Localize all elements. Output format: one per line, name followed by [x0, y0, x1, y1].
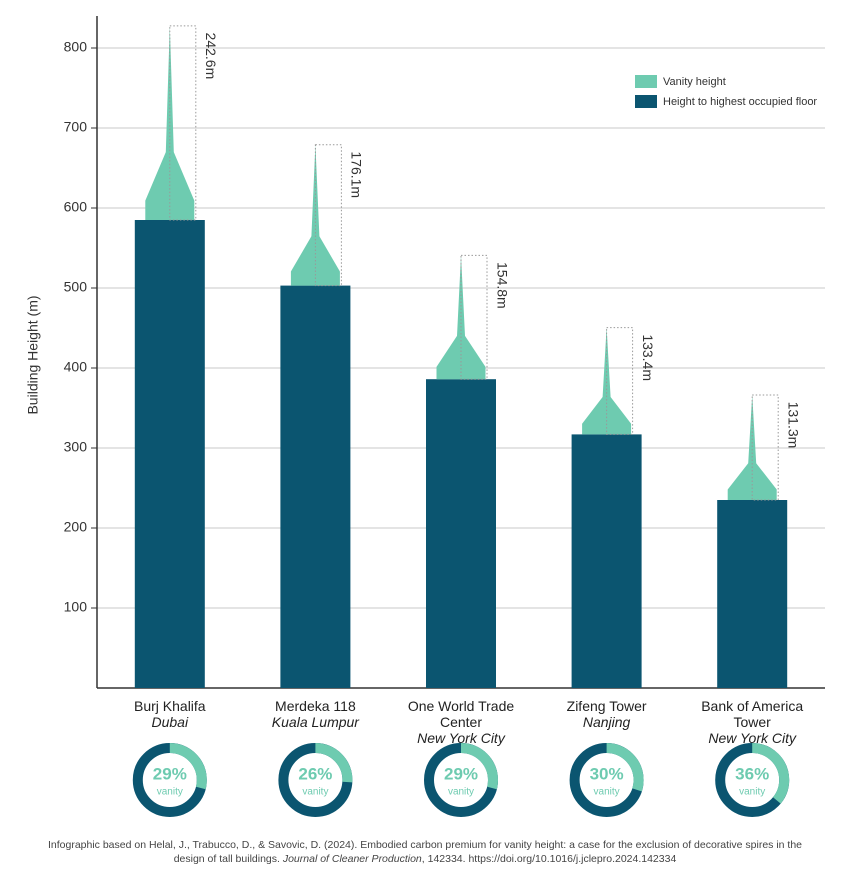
building-location: Dubai: [151, 714, 189, 730]
building-name: One World Trade Center: [407, 698, 515, 730]
legend-swatch: [635, 95, 657, 108]
vanity-spire: [436, 255, 486, 380]
building-name: Burj Khalifa: [134, 698, 206, 714]
footnote-text: Infographic based on Helal, J., Trabucco…: [47, 839, 803, 865]
building-name: Merdeka 118: [275, 698, 356, 714]
donut-share: [315, 743, 353, 783]
building-name: Zifeng Tower: [566, 698, 647, 714]
y-tick-label: 300: [64, 439, 88, 455]
donut-share: [460, 743, 498, 790]
y-tick-label: 400: [64, 359, 88, 375]
y-tick-label: 500: [64, 279, 88, 295]
legend-label: Height to highest occupied floor: [663, 96, 817, 108]
category-label: Merdeka 118 Kuala Lumpur: [250, 698, 380, 730]
legend-swatch: [635, 75, 657, 88]
vanity-spire: [727, 394, 777, 500]
y-tick-label: 600: [64, 199, 88, 215]
occupied-bar: [717, 500, 788, 688]
donut-share: [606, 743, 644, 792]
y-tick-label: 100: [64, 599, 88, 615]
donut-percent: 36%: [735, 764, 769, 783]
y-tick-label: 700: [64, 119, 88, 135]
vanity-bracket: [169, 25, 197, 221]
vanity-label: 131.3m: [785, 402, 801, 449]
vanity-bracket: [314, 144, 342, 287]
donut-percent: 29%: [444, 764, 478, 783]
donut-percent: 29%: [153, 764, 187, 783]
donut-caption: vanity: [302, 787, 328, 798]
building-name: Bank of America Tower: [701, 698, 804, 730]
donut-caption: vanity: [157, 787, 183, 798]
category-label: Burj Khalifa Dubai: [105, 698, 235, 730]
occupied-bar: [571, 434, 642, 688]
occupied-bar: [426, 379, 496, 688]
category-label: Bank of America Tower New York City: [687, 698, 817, 746]
footnote: Infographic based on Helal, J., Trabucco…: [40, 838, 810, 866]
footnote-journal: Journal of Cleaner Production: [282, 853, 422, 865]
vanity-label: 176.1m: [349, 151, 365, 198]
donut-caption: vanity: [739, 787, 765, 798]
donut-percent: 26%: [298, 764, 332, 783]
donut-share: [169, 743, 207, 790]
vanity-spire: [582, 327, 632, 435]
donut-caption: vanity: [448, 787, 474, 798]
vanity-label: 242.6m: [203, 33, 219, 80]
vanity-label: 154.8m: [494, 262, 510, 309]
category-label: Zifeng Tower Nanjing: [542, 698, 672, 730]
y-tick-label: 200: [64, 519, 88, 535]
vanity-bracket: [460, 254, 488, 380]
y-axis-title: Building Height (m): [25, 295, 41, 414]
building-location: New York City: [417, 730, 505, 746]
vanity-label: 133.4m: [640, 334, 656, 381]
donut-percent: 30%: [590, 764, 624, 783]
y-tick-label: 800: [64, 39, 88, 55]
building-location: Nanjing: [582, 714, 631, 730]
category-label: One World Trade Center New York City: [396, 698, 526, 746]
building-location: New York City: [708, 730, 797, 746]
donut-share: [751, 743, 790, 804]
donut-caption: vanity: [594, 787, 620, 798]
occupied-bar: [280, 285, 351, 688]
footnote-text: , 142334. https://doi.org/10.1016/j.jcle…: [421, 853, 677, 865]
building-location: Kuala Lumpur: [271, 714, 359, 730]
legend-label: Vanity height: [663, 76, 726, 88]
vanity-bracket: [751, 394, 779, 501]
occupied-bar: [134, 220, 205, 688]
